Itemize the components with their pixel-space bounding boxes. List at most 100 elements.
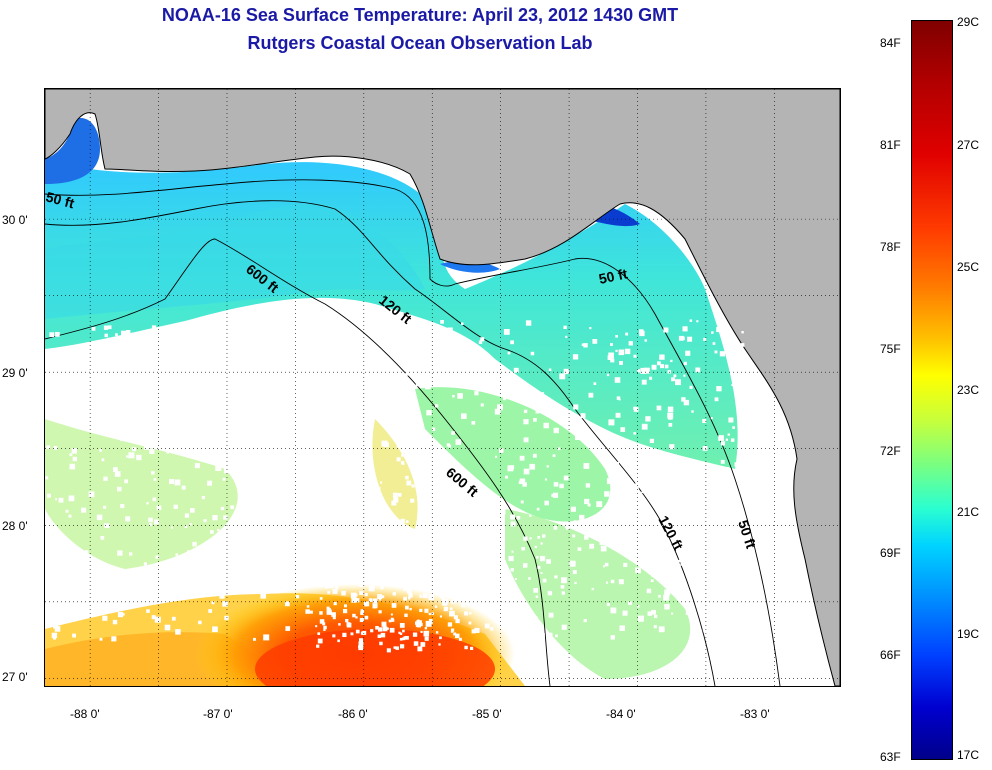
cloud-pixel	[440, 320, 444, 324]
cloud-pixel	[458, 591, 462, 595]
lat-tick-label-30: 30 0'	[2, 213, 28, 227]
cloud-pixel	[145, 598, 149, 602]
cloud-pixel	[395, 646, 399, 650]
shelf-water-region	[45, 159, 738, 469]
cloud-pixel	[76, 407, 81, 413]
cloud-pixel	[212, 626, 218, 633]
cloud-pixel	[436, 364, 440, 368]
cloud-pixel	[416, 620, 422, 626]
cloud-pixel	[471, 421, 476, 425]
cloud-pixel	[461, 490, 465, 495]
cloud-pixel	[258, 419, 265, 426]
cloud-pixel	[400, 644, 405, 649]
cloud-pixel	[50, 389, 55, 394]
cloud-pixel	[171, 616, 176, 621]
cloud-pixel	[717, 604, 722, 609]
cloud-pixel	[665, 525, 669, 528]
cloud-pixel	[687, 535, 693, 540]
cloud-pixel	[464, 611, 469, 616]
cloud-pixel	[391, 603, 397, 608]
cloud-pixel	[656, 405, 662, 411]
cloud-pixel	[186, 595, 191, 599]
cloud-pixel	[380, 632, 386, 638]
cloud-pixel	[293, 578, 298, 583]
cloud-pixel	[134, 425, 140, 430]
cloud-pixel	[333, 477, 336, 480]
cloud-pixel	[354, 565, 360, 571]
cloud-pixel	[303, 419, 308, 424]
cloud-pixel	[407, 400, 413, 406]
colorbar-c-label-29: 29C	[957, 15, 980, 29]
cloud-pixel	[461, 522, 464, 525]
cloud-pixel	[431, 427, 436, 431]
cloud-pixel	[563, 325, 567, 329]
cloud-pixel	[342, 632, 347, 637]
cloud-pixel	[375, 583, 378, 586]
cloud-pixel	[469, 581, 473, 585]
cloud-pixel	[146, 609, 150, 613]
cloud-pixel	[381, 595, 385, 599]
cloud-pixel	[146, 502, 149, 505]
cloud-pixel	[672, 583, 678, 589]
cloud-pixel	[741, 539, 746, 544]
cloud-pixel	[171, 526, 173, 529]
cloud-pixel	[469, 612, 472, 615]
cloud-pixel	[539, 392, 545, 397]
cloud-pixel	[183, 396, 188, 401]
cloud-pixel	[654, 460, 658, 464]
cloud-pixel	[628, 341, 633, 346]
cloud-pixel	[421, 559, 426, 564]
cloud-pixel	[419, 567, 422, 571]
cloud-pixel	[371, 319, 374, 322]
cloud-pixel	[641, 503, 645, 507]
cloud-pixel	[482, 560, 485, 563]
cloud-pixel	[344, 336, 349, 341]
cloud-pixel	[479, 385, 484, 390]
cloud-pixel	[471, 588, 477, 594]
cloud-pixel	[446, 443, 451, 447]
cloud-pixel	[330, 374, 334, 378]
cloud-pixel	[447, 591, 452, 597]
cloud-pixel	[552, 492, 559, 498]
cloud-pixel	[669, 444, 675, 450]
cloud-pixel	[229, 429, 234, 434]
cloud-pixel	[77, 584, 84, 591]
cloud-pixel	[521, 547, 525, 551]
cloud-pixel	[702, 625, 709, 632]
cloud-pixel	[392, 592, 396, 596]
cloud-pixel	[480, 507, 485, 513]
cloud-pixel	[401, 580, 405, 584]
cloud-pixel	[117, 612, 124, 618]
cloud-pixel	[99, 449, 102, 452]
cloud-pixel	[728, 417, 734, 423]
land-area	[45, 89, 840, 686]
cloud-pixel	[546, 632, 553, 639]
cloud-pixel	[560, 585, 565, 589]
cloud-pixel	[234, 526, 239, 532]
cloud-pixel	[359, 590, 364, 595]
cloud-pixel	[525, 605, 529, 609]
cloud-pixel	[214, 363, 221, 369]
cloud-pixel	[540, 572, 543, 574]
cloud-pixel	[624, 348, 631, 355]
cloud-pixel	[483, 544, 489, 549]
cloud-pixel	[332, 588, 338, 594]
cloud-pixel	[148, 517, 153, 523]
cloud-pixel	[240, 387, 243, 390]
cloud-pixel	[380, 584, 384, 588]
cloud-pixel	[742, 492, 745, 495]
cloud-pixel	[427, 448, 433, 453]
cloud-pixel	[74, 581, 78, 586]
cloud-pixel	[355, 616, 358, 619]
cloud-pixel	[486, 579, 490, 583]
cloud-pixel	[412, 632, 418, 637]
cloud-pixel	[329, 583, 335, 589]
cloud-pixel	[561, 591, 565, 595]
cloud-pixel	[46, 493, 51, 498]
cloud-pixel	[682, 497, 688, 503]
cloud-pixel	[529, 514, 532, 517]
cloud-pixel	[247, 392, 251, 396]
cloud-pixel	[443, 606, 449, 612]
cloud-pixel	[532, 616, 538, 622]
cloud-pixel	[134, 394, 140, 400]
